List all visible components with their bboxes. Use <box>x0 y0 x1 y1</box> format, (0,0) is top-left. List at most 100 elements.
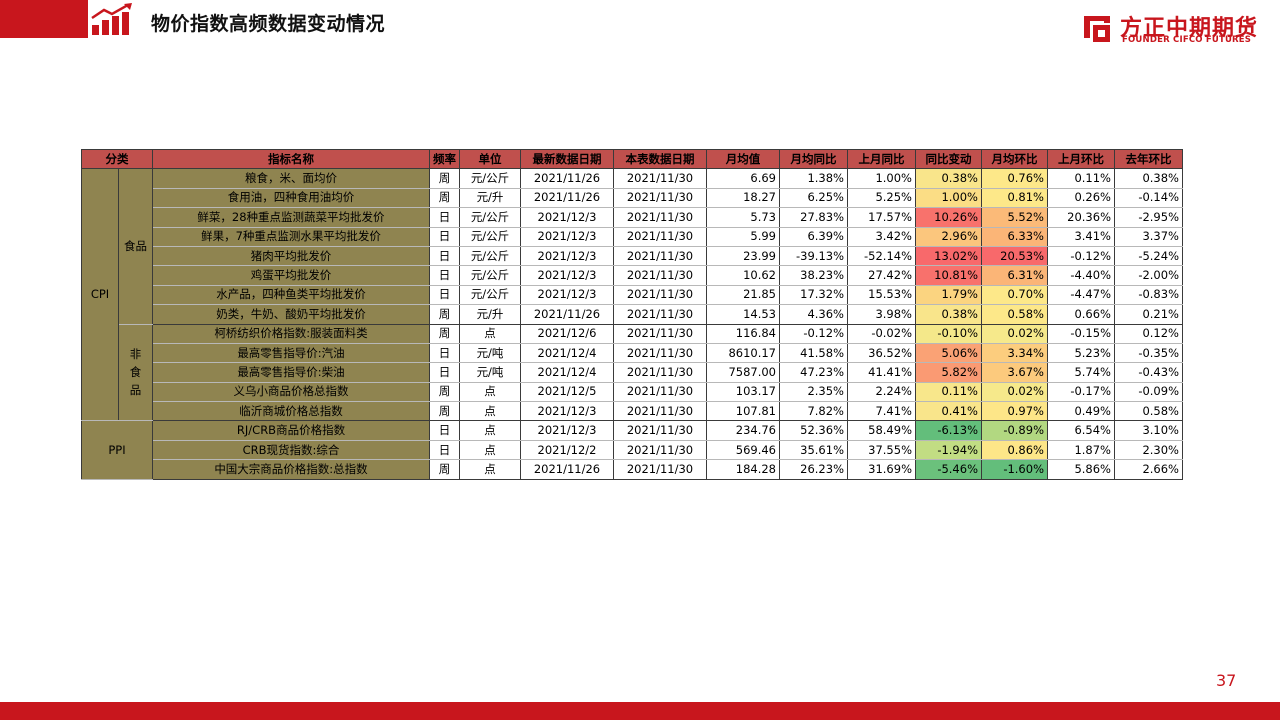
page-number: 37 <box>1216 671 1237 690</box>
mom-cell: 20.53% <box>981 245 1048 267</box>
col-header-yoy: 月均同比 <box>779 148 848 170</box>
yoy-change-cell: -6.13% <box>915 420 982 441</box>
yoy-cell: 4.36% <box>779 304 848 325</box>
bar-chart-icon <box>91 3 132 35</box>
prev-mom-cell: 5.23% <box>1047 342 1115 364</box>
table-date-cell: 2021/11/30 <box>613 304 707 325</box>
yoy-cell: -0.12% <box>779 323 848 344</box>
unit-cell: 元/吨 <box>459 362 521 383</box>
indicator-name-cell: 奶类，牛奶、酸奶平均批发价 <box>152 304 430 325</box>
mom-cell: 6.31% <box>981 265 1048 286</box>
latest-date-cell: 2021/12/3 <box>520 420 614 441</box>
unit-cell: 元/吨 <box>459 342 521 364</box>
logo-text-cn: 方正中期期货 <box>1120 16 1259 41</box>
table-date-cell: 2021/11/30 <box>613 207 707 228</box>
col-header-table-date: 本表数据日期 <box>613 148 707 170</box>
col-header-mom: 月均环比 <box>981 148 1048 170</box>
mom-cell: 0.86% <box>981 439 1048 461</box>
avg-cell: 7587.00 <box>706 362 780 383</box>
mom-cell: 0.02% <box>981 381 1048 403</box>
unit-cell: 点 <box>459 401 521 422</box>
table-date-cell: 2021/11/30 <box>613 459 707 480</box>
table-row: 水产品，四种鱼类平均批发价日元/公斤 2021/12/3 2021/11/30 21.… <box>82 284 1183 306</box>
yoy-change-cell: 13.02% <box>915 245 982 267</box>
table-date-cell: 2021/11/30 <box>613 323 707 344</box>
prev-mom-cell: 3.41% <box>1047 226 1115 247</box>
yoy-cell: 2.35% <box>779 381 848 403</box>
yoy-change-cell: 2.96% <box>915 226 982 247</box>
table-row: 中国大宗商品价格指数:总指数周点 2021/11/26 2021/11/30 184.… <box>82 459 1183 480</box>
indicator-name-cell: RJ/CRB商品价格指数 <box>152 420 430 441</box>
mom-cell: 6.33% <box>981 226 1048 247</box>
prev-yoy-cell: 31.69% <box>847 459 916 480</box>
prev-yoy-cell: 58.49% <box>847 420 916 441</box>
col-header-name: 指标名称 <box>152 148 430 170</box>
avg-cell: 234.76 <box>706 420 780 441</box>
freq-cell: 日 <box>429 284 460 306</box>
mom-cell: 0.70% <box>981 284 1048 306</box>
freq-cell: 周 <box>429 459 460 480</box>
mom-cell: 0.97% <box>981 401 1048 422</box>
prev-mom-cell: 0.49% <box>1047 401 1115 422</box>
ly-mom-cell: 0.58% <box>1114 401 1183 422</box>
col-header-prev-mom: 上月环比 <box>1047 148 1115 170</box>
latest-date-cell: 2021/12/3 <box>520 226 614 247</box>
yoy-cell: 7.82% <box>779 401 848 422</box>
prev-mom-cell: 0.26% <box>1047 187 1115 209</box>
avg-cell: 5.99 <box>706 226 780 247</box>
ly-mom-cell: 2.66% <box>1114 459 1183 480</box>
freq-cell: 周 <box>429 187 460 209</box>
indicator-name-cell: 食用油，四种食用油均价 <box>152 187 430 209</box>
unit-cell: 元/公斤 <box>459 168 521 189</box>
table-date-cell: 2021/11/30 <box>613 439 707 461</box>
table-row: 义乌小商品价格总指数周点 2021/12/5 2021/11/30 103.17 2.3… <box>82 381 1183 403</box>
indicator-name-cell: 水产品，四种鱼类平均批发价 <box>152 284 430 306</box>
yoy-cell: 47.23% <box>779 362 848 383</box>
avg-cell: 21.85 <box>706 284 780 306</box>
indicator-name-cell: 最高零售指导价:汽油 <box>152 342 430 364</box>
unit-cell: 元/公斤 <box>459 245 521 267</box>
yoy-cell: 6.39% <box>779 226 848 247</box>
table-row: CPI 食品 粮食，米、面均价周元/公斤 2021/11/26 2021/11/30 6.… <box>81 168 1183 422</box>
table-header-row: 分类 指标名称 频率 单位 最新数据日期 本表数据日期 月均值 月均同比 上月同… <box>81 148 1183 170</box>
table-date-cell: 2021/11/30 <box>613 245 707 267</box>
latest-date-cell: 2021/12/3 <box>520 265 614 286</box>
yoy-cell: 35.61% <box>779 439 848 461</box>
table-row: 猪肉平均批发价日元/公斤 2021/12/3 2021/11/30 23.99 -39.… <box>82 245 1183 267</box>
yoy-cell: 52.36% <box>779 420 848 441</box>
yoy-cell: 41.58% <box>779 342 848 364</box>
col-header-category: 分类 <box>81 148 153 170</box>
subgroup-food-cell: 食品 <box>118 168 153 325</box>
avg-cell: 5.73 <box>706 207 780 228</box>
unit-cell: 元/公斤 <box>459 265 521 286</box>
col-header-unit: 单位 <box>459 148 521 170</box>
freq-cell: 周 <box>429 323 460 344</box>
freq-cell: 日 <box>429 245 460 267</box>
prev-mom-cell: 20.36% <box>1047 207 1115 228</box>
table-row: 最高零售指导价:汽油日元/吨 2021/12/4 2021/11/30 8610.17… <box>82 342 1183 364</box>
freq-cell: 周 <box>429 381 460 403</box>
prev-mom-cell: -4.47% <box>1047 284 1115 306</box>
mom-cell: 3.67% <box>981 362 1048 383</box>
prev-yoy-cell: 37.55% <box>847 439 916 461</box>
latest-date-cell: 2021/12/3 <box>520 207 614 228</box>
mom-cell: 0.58% <box>981 304 1048 325</box>
prev-yoy-cell: 36.52% <box>847 342 916 364</box>
col-header-avg: 月均值 <box>706 148 780 170</box>
freq-cell: 日 <box>429 207 460 228</box>
mom-cell: 0.76% <box>981 168 1048 189</box>
col-header-yoy-change: 同比变动 <box>915 148 982 170</box>
yoy-change-cell: 1.79% <box>915 284 982 306</box>
col-header-latest-date: 最新数据日期 <box>520 148 614 170</box>
latest-date-cell: 2021/12/4 <box>520 362 614 383</box>
latest-date-cell: 2021/11/26 <box>520 304 614 325</box>
table-row: 鲜果，7种重点监测水果平均批发价日元/公斤 2021/12/3 2021/11/30… <box>82 226 1183 247</box>
table-row: 食用油，四种食用油均价周元/升 2021/11/26 2021/11/30 18.27… <box>82 187 1183 209</box>
yoy-change-cell: 0.38% <box>915 304 982 325</box>
prev-yoy-cell: 41.41% <box>847 362 916 383</box>
avg-cell: 569.46 <box>706 439 780 461</box>
latest-date-cell: 2021/12/3 <box>520 401 614 422</box>
prev-yoy-cell: 7.41% <box>847 401 916 422</box>
yoy-cell: 27.83% <box>779 207 848 228</box>
header-accent-bar <box>0 0 88 38</box>
